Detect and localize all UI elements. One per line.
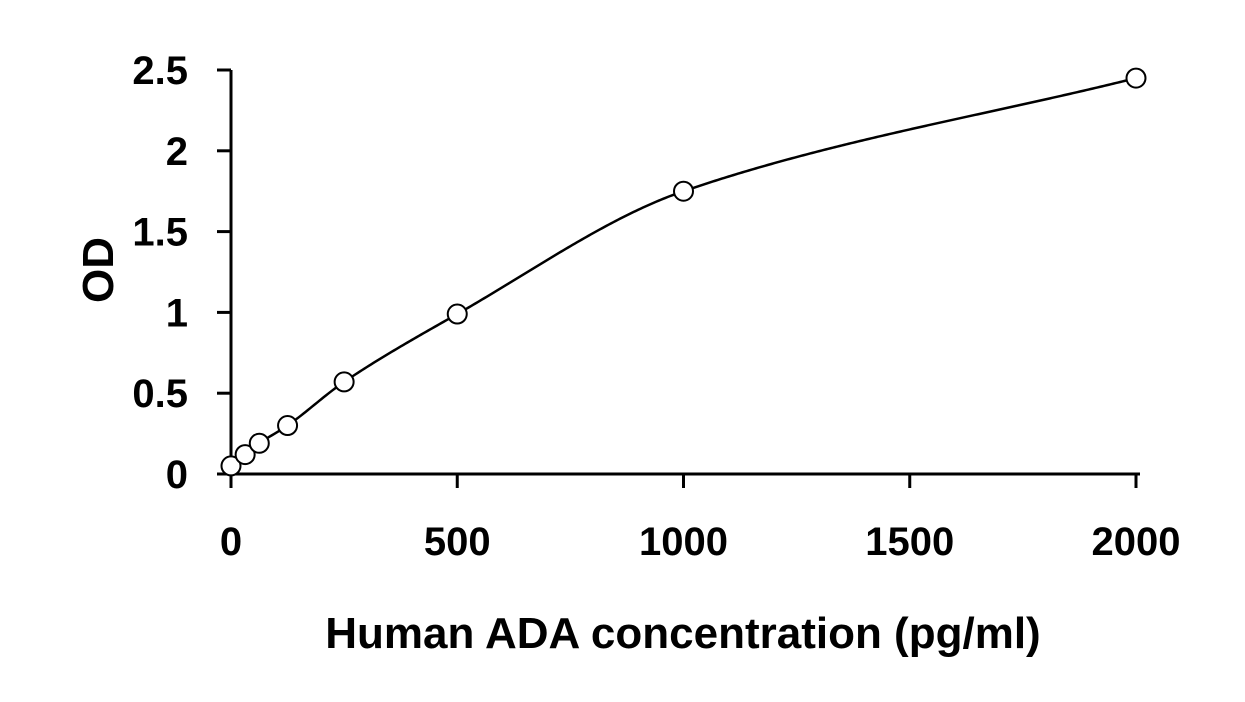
y-tick-label: 0	[166, 453, 188, 497]
data-point	[248, 432, 270, 454]
y-tick-label: 0.5	[132, 372, 188, 416]
data-point	[333, 371, 355, 393]
x-tick-label: 1000	[639, 520, 728, 564]
x-tick-label: 0	[220, 520, 242, 564]
x-tick-label: 1500	[865, 520, 954, 564]
data-points	[220, 67, 1147, 477]
data-point	[446, 303, 468, 325]
fit-curve	[230, 76, 1137, 467]
data-point	[234, 444, 256, 466]
y-tick-label: 1.5	[132, 211, 188, 255]
data-point	[1125, 67, 1147, 89]
x-axis-title: Human ADA concentration (pg/ml)	[325, 609, 1040, 658]
data-point	[220, 455, 242, 477]
fit-curve-layer	[230, 76, 1137, 467]
data-point	[673, 180, 694, 202]
x-tick-label: 500	[424, 520, 491, 564]
y-tick-label: 2	[166, 130, 188, 174]
tick-labels: 0 0.5 1 1.5 2 2.5 0 500 1000 1500 2000	[132, 49, 1180, 564]
y-tick-label: 2.5	[132, 49, 188, 93]
axes	[229, 70, 1140, 476]
tick-marks	[217, 68, 1138, 488]
data-point	[277, 415, 299, 437]
y-tick-label: 1	[166, 291, 188, 335]
y-axis-title: OD	[74, 237, 123, 303]
x-tick-label: 2000	[1092, 520, 1181, 564]
